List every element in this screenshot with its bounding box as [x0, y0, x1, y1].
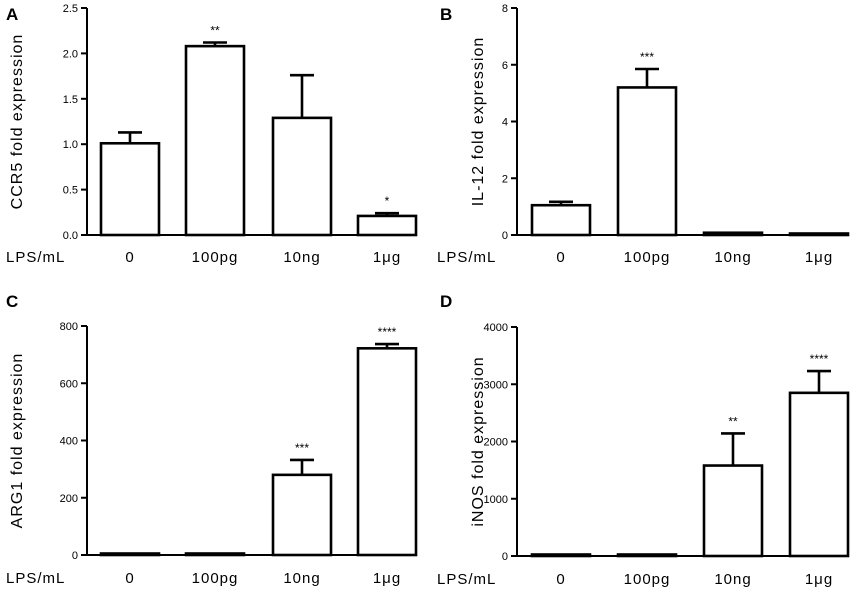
y-tick-label: 200 [60, 493, 78, 505]
x-tick-label: 100pg [192, 249, 239, 266]
x-tick-label: 100pg [624, 249, 671, 266]
y-tick-label: 8 [502, 3, 508, 15]
x-tick-label: 0 [556, 249, 565, 266]
y-tick-label: 0 [502, 230, 508, 242]
bar-10ng [271, 116, 333, 237]
x-axis-label: LPS/mL [437, 249, 496, 266]
y-tick-label: 2000 [484, 437, 508, 449]
y-tick-label: 0.0 [63, 230, 78, 242]
x-tick-label: 1μg [805, 571, 833, 588]
bar-10ng [702, 231, 764, 237]
panel-label: B [440, 5, 452, 24]
y-tick-label: 4 [502, 117, 508, 129]
x-axis-label: LPS/mL [437, 571, 496, 588]
y-axis-label: iNOS fold expression [470, 356, 487, 526]
significance-marker: * [385, 194, 390, 208]
panel-label: C [6, 292, 18, 311]
y-axis-label: ARG1 fold expression [9, 353, 26, 529]
panel-label: A [6, 5, 18, 24]
y-tick-label: 0.5 [63, 185, 78, 197]
y-tick-label: 3000 [484, 379, 508, 391]
y-tick-label: 2.0 [63, 48, 78, 60]
panel-label: D [440, 292, 452, 311]
y-tick-label: 6 [502, 60, 508, 72]
y-tick-label: 2 [502, 173, 508, 185]
x-tick-label: 0 [125, 249, 134, 266]
y-tick-label: 4000 [484, 322, 508, 334]
bar-0 [99, 141, 161, 237]
y-tick-label: 1.0 [63, 139, 78, 151]
panel-a: A CCR5 fold expression 0.0 0.5 1.0 1.5 2.0 2.5 *… [6, 3, 418, 266]
bar-1g [356, 214, 418, 237]
significance-marker: ** [728, 414, 738, 428]
y-axis-label: CCR5 fold expression [9, 34, 26, 210]
x-tick-label: 100pg [192, 570, 239, 587]
y-tick-label: 400 [60, 436, 78, 448]
significance-marker: *** [295, 441, 309, 455]
significance-marker: **** [810, 352, 829, 366]
bar-100pg [184, 552, 246, 557]
bar-0 [99, 552, 161, 557]
y-tick-label: 1000 [484, 494, 508, 506]
y-tick-label: 0 [72, 550, 78, 562]
significance-marker: ** [210, 24, 220, 38]
panel-b: B IL-12 fold expression 0 2 4 6 8 *** LPS/mL 0 100… [437, 3, 850, 266]
y-axis-label: IL-12 fold expression [470, 37, 487, 207]
bar-1g [788, 391, 850, 558]
bar-100pg [616, 553, 678, 558]
bar-100pg [616, 86, 678, 237]
x-axis-label: LPS/mL [6, 570, 65, 587]
y-tick-label: 0 [502, 551, 508, 563]
x-tick-label: 10ng [714, 249, 751, 266]
y-tick-label: 600 [60, 378, 78, 390]
x-tick-label: 10ng [714, 571, 751, 588]
bar-10ng [702, 464, 764, 558]
x-axis-label: LPS/mL [6, 249, 65, 266]
x-tick-label: 10ng [283, 249, 320, 266]
bar-0 [530, 203, 592, 237]
bar-0 [530, 553, 592, 558]
x-tick-label: 1μg [805, 249, 833, 266]
y-tick-label: 2.5 [63, 3, 78, 15]
significance-marker: **** [378, 325, 397, 339]
x-tick-label: 1μg [373, 249, 401, 266]
bar-1g [788, 232, 850, 237]
bar-1g [356, 347, 418, 557]
y-tick-label: 800 [60, 321, 78, 333]
bar-100pg [184, 44, 246, 237]
bar-10ng [271, 473, 333, 557]
x-tick-label: 0 [125, 570, 134, 587]
x-tick-label: 1μg [373, 570, 401, 587]
x-tick-label: 10ng [283, 570, 320, 587]
x-tick-label: 100pg [624, 571, 671, 588]
significance-marker: *** [640, 50, 654, 64]
y-tick-label: 1.5 [63, 94, 78, 106]
x-tick-label: 0 [556, 571, 565, 588]
